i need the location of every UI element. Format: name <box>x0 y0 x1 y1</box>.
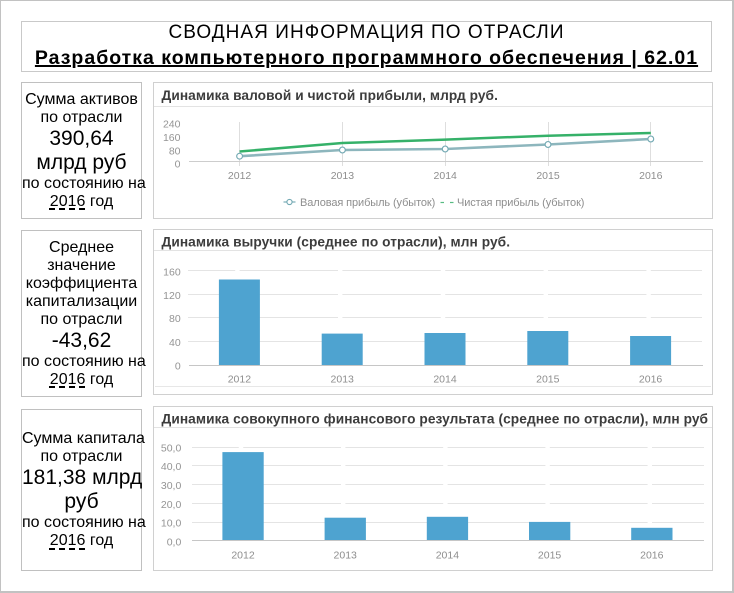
svg-text:2012: 2012 <box>231 550 255 562</box>
svg-text:2014: 2014 <box>433 374 457 386</box>
svg-text:Динамика выручки (среднее по о: Динамика выручки (среднее по отрасли), м… <box>162 235 511 250</box>
svg-text:0: 0 <box>175 360 181 372</box>
svg-text:Валовая прибыль (убыток): Валовая прибыль (убыток) <box>300 197 435 209</box>
svg-text:2016: 2016 <box>640 550 664 562</box>
svg-text:2013: 2013 <box>331 170 355 182</box>
svg-text:80: 80 <box>169 145 181 157</box>
svg-text:160: 160 <box>163 266 181 278</box>
svg-text:2016: 2016 <box>639 170 663 182</box>
svg-text:2013: 2013 <box>334 550 358 562</box>
svg-text:120: 120 <box>163 290 181 302</box>
svg-text:20,0: 20,0 <box>161 499 182 511</box>
svg-text:80: 80 <box>169 313 181 325</box>
svg-text:2016: 2016 <box>639 374 663 386</box>
svg-text:10,0: 10,0 <box>161 518 182 530</box>
svg-text:2014: 2014 <box>434 170 458 182</box>
svg-text:2015: 2015 <box>538 550 562 562</box>
svg-text:2015: 2015 <box>536 374 560 386</box>
svg-text:Чистая прибыль (убыток): Чистая прибыль (убыток) <box>457 197 584 209</box>
svg-text:160: 160 <box>163 132 181 144</box>
svg-text:30,0: 30,0 <box>161 480 182 492</box>
svg-text:2013: 2013 <box>331 374 355 386</box>
svg-text:2012: 2012 <box>228 170 252 182</box>
svg-text:2012: 2012 <box>228 374 252 386</box>
svg-text:40,0: 40,0 <box>161 461 182 473</box>
svg-text:50,0: 50,0 <box>161 442 182 454</box>
svg-text:240: 240 <box>163 118 181 130</box>
svg-text:0: 0 <box>175 158 181 170</box>
svg-text:2015: 2015 <box>536 170 560 182</box>
svg-text:Динамика валовой и чистой приб: Динамика валовой и чистой прибыли, млрд … <box>162 88 498 103</box>
svg-text:0,0: 0,0 <box>167 536 182 548</box>
svg-text:Динамика совокупного финансово: Динамика совокупного финансового результ… <box>162 412 709 427</box>
svg-text:2014: 2014 <box>436 550 460 562</box>
svg-text:40: 40 <box>169 337 181 349</box>
